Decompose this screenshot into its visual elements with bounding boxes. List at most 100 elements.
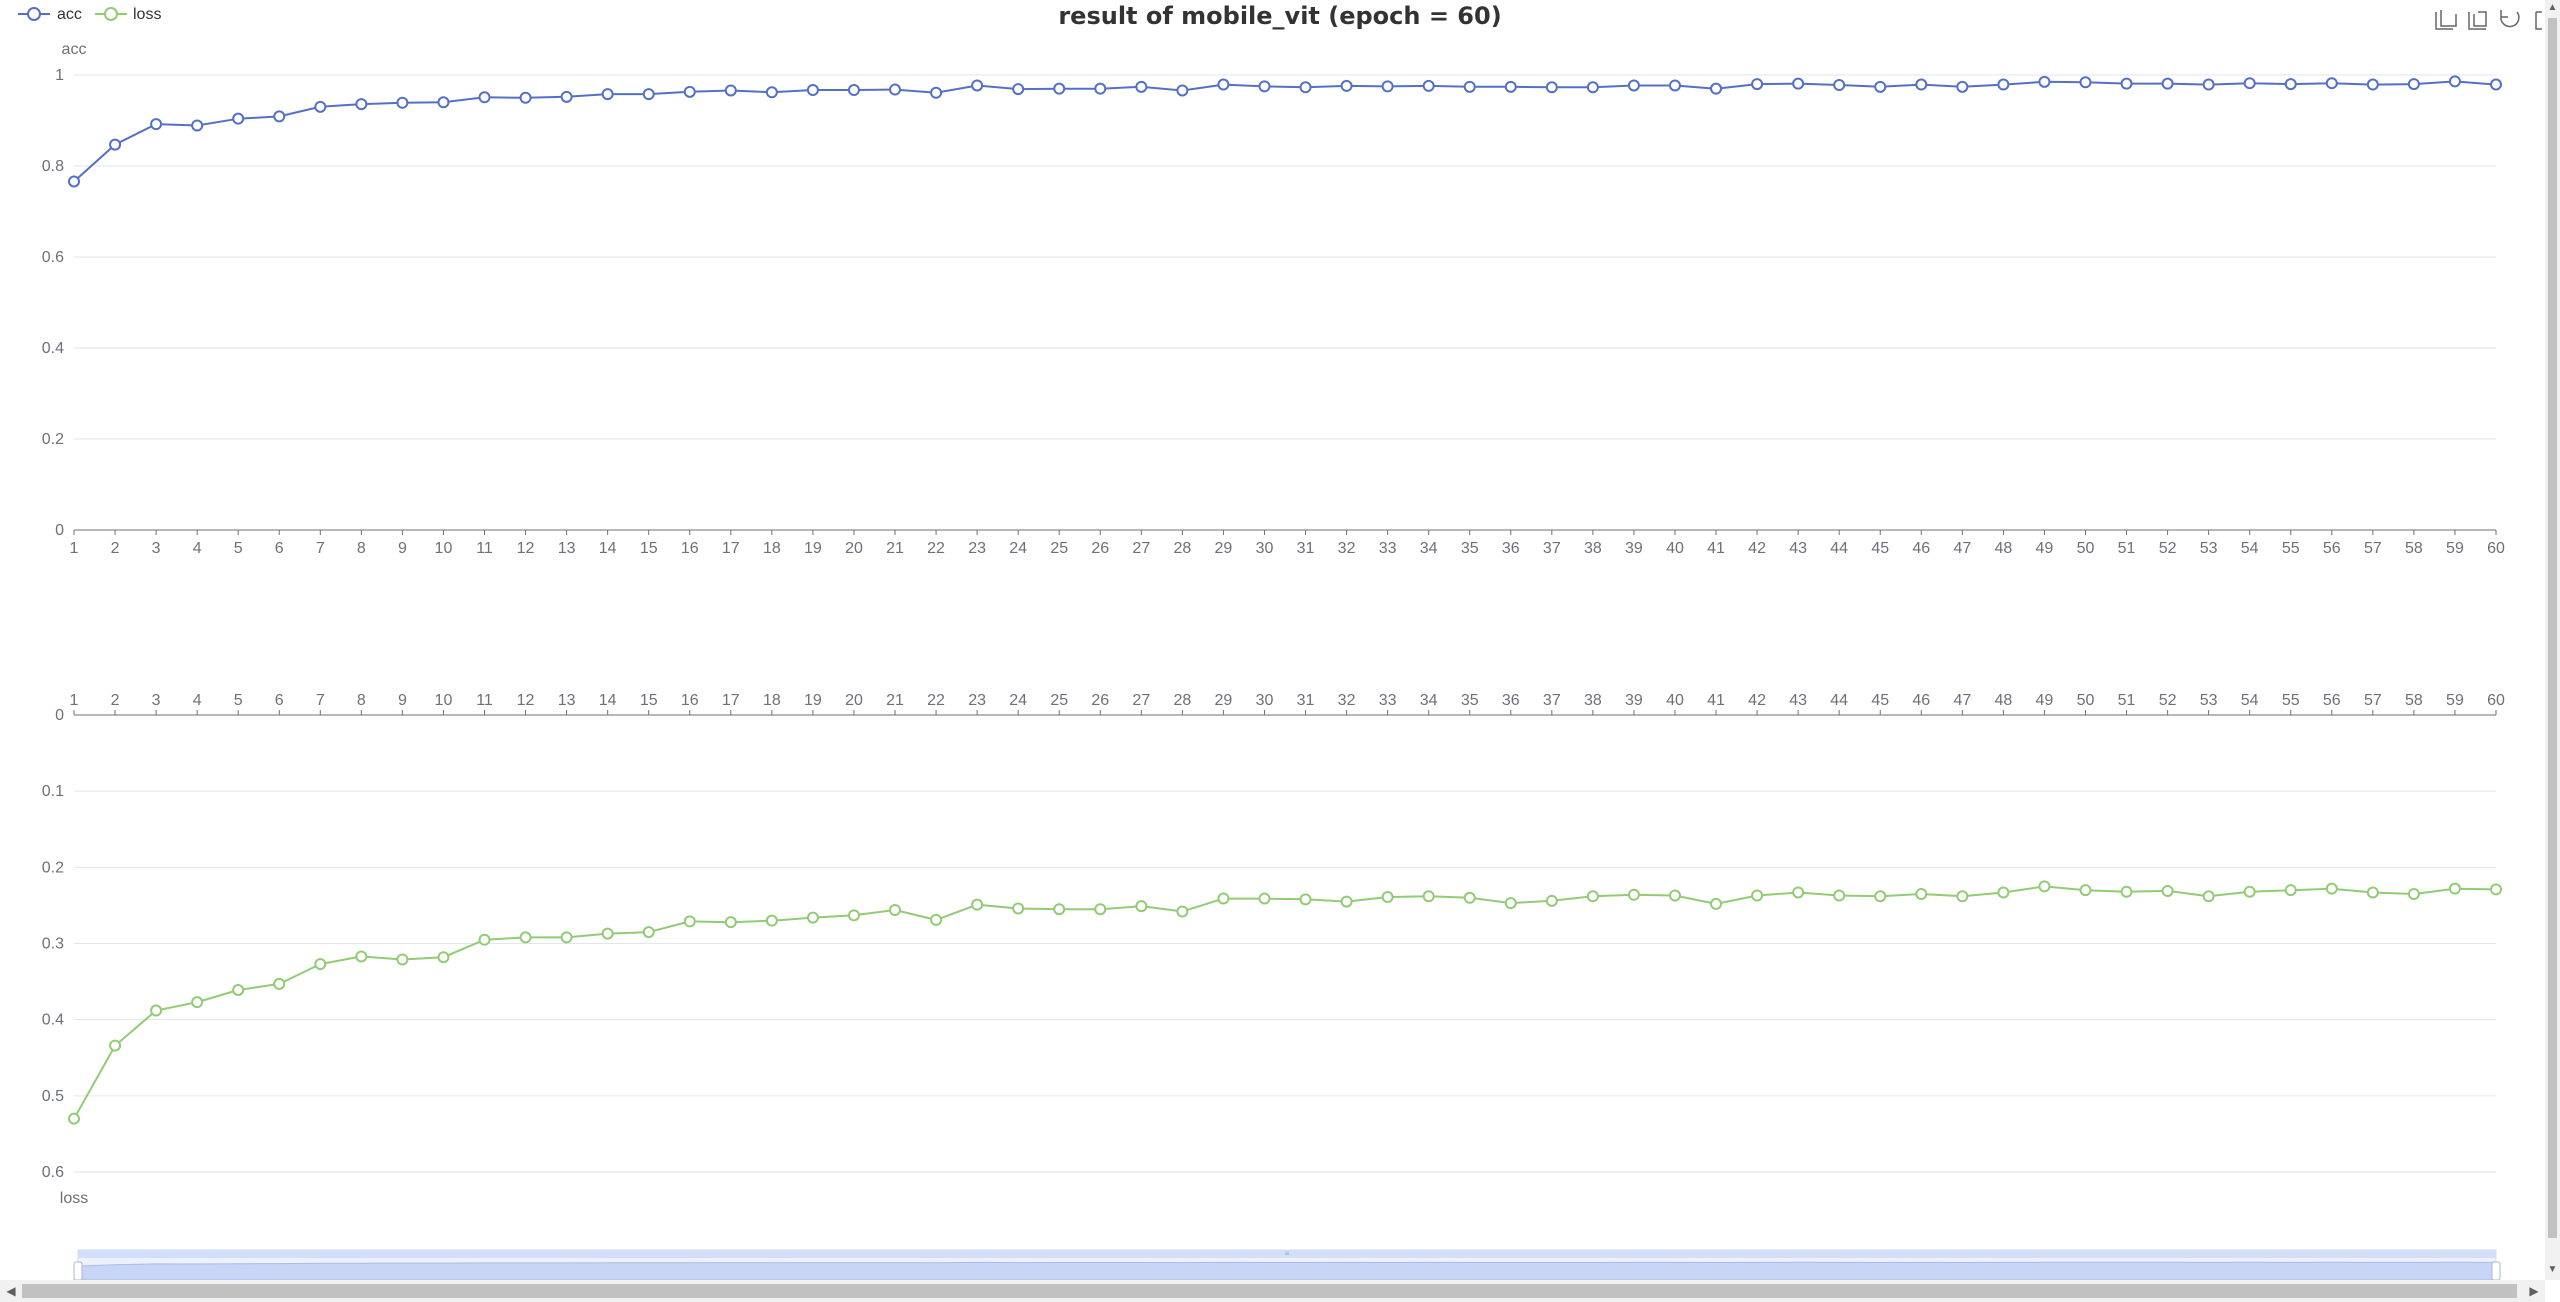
zoom-icon[interactable] (2435, 10, 2457, 30)
x-tick-label-loss-15: 15 (640, 692, 658, 709)
x-tick-label-loss-39: 39 (1625, 692, 1643, 709)
data-point-loss-5 (232, 983, 245, 996)
x-tick-label-acc-46: 46 (1912, 540, 1930, 557)
x-tick-label-acc-44: 44 (1830, 540, 1848, 557)
data-point-acc-41 (1710, 82, 1723, 95)
data-point-loss-38 (1586, 890, 1599, 903)
data-point-acc-37 (1545, 81, 1558, 94)
data-point-loss-16 (683, 915, 696, 928)
y-axis-loss: 0 0.1 0.2 0.3 0.4 0.5 0.6 (42, 707, 64, 1181)
x-tick-label-loss-44: 44 (1830, 692, 1848, 709)
x-tick-label-acc-8: 8 (357, 540, 366, 557)
save-image-icon[interactable] (2535, 11, 2542, 30)
y-axis-acc: 0 0.2 0.4 0.6 0.8 1 (42, 67, 64, 539)
x-tick-label-loss-4: 4 (193, 692, 202, 709)
x-tick-label-loss-28: 28 (1173, 692, 1191, 709)
x-tick-label-acc-50: 50 (2077, 540, 2095, 557)
vertical-scrollbar[interactable]: ▲ ▼ (2545, 0, 2560, 1280)
data-point-acc-2 (109, 138, 122, 151)
legend-loss-symbol (104, 7, 118, 21)
datazoom-grip-icon: ≡ (1285, 1249, 1290, 1258)
y-tick-label-acc-4: 0.8 (42, 158, 64, 175)
y-tick-label-acc-5: 1 (55, 67, 64, 84)
x-tick-label-acc-58: 58 (2405, 540, 2423, 557)
x-tick-label-loss-58: 58 (2405, 692, 2423, 709)
data-point-acc-24 (1012, 83, 1025, 96)
data-point-loss-53 (2202, 890, 2215, 903)
x-tick-label-acc-42: 42 (1748, 540, 1766, 557)
data-point-acc-4 (191, 119, 204, 132)
y-tick-label-acc-0: 0 (55, 522, 64, 539)
data-point-acc-45 (1874, 80, 1887, 93)
x-tick-label-loss-37: 37 (1543, 692, 1561, 709)
data-point-loss-52 (2161, 884, 2174, 897)
x-tick-label-acc-3: 3 (152, 540, 161, 557)
x-tick-label-acc-32: 32 (1338, 540, 1356, 557)
x-tick-label-acc-12: 12 (517, 540, 535, 557)
toolbox[interactable] (2435, 10, 2542, 30)
data-point-loss-24 (1012, 902, 1025, 915)
y-tick-label-acc-1: 0.2 (42, 431, 64, 448)
data-point-loss-37 (1545, 894, 1558, 907)
datazoom-handle-start[interactable] (73, 1261, 83, 1280)
data-point-acc-44 (1833, 79, 1846, 92)
x-tick-label-acc-20: 20 (845, 540, 863, 557)
data-point-loss-34 (1422, 890, 1435, 903)
data-point-loss-36 (1504, 897, 1517, 910)
x-tick-label-loss-43: 43 (1789, 692, 1807, 709)
datazoom-move-handle[interactable] (78, 1250, 2496, 1258)
data-point-loss-28 (1176, 905, 1189, 918)
data-point-loss-32 (1340, 895, 1353, 908)
legend[interactable]: acc loss (18, 6, 161, 23)
x-tick-label-acc-11: 11 (476, 540, 493, 557)
data-point-acc-14 (601, 88, 614, 101)
data-point-loss-43 (1792, 886, 1805, 899)
x-tick-label-loss-36: 36 (1502, 692, 1520, 709)
y-tick-label-acc-3: 0.6 (42, 249, 64, 266)
data-point-loss-57 (2366, 886, 2379, 899)
legend-item-loss[interactable]: loss (95, 6, 161, 23)
datazoom-slider[interactable]: ≡ (73, 1249, 2501, 1280)
y-tick-label-loss-4: 0.4 (42, 1012, 64, 1029)
horizontal-scrollbar[interactable]: ◀ ▶ (0, 1280, 2545, 1302)
data-point-loss-58 (2407, 887, 2420, 900)
data-point-acc-32 (1340, 79, 1353, 92)
scroll-up-icon[interactable]: ▲ (2547, 2, 2558, 13)
data-point-acc-31 (1299, 81, 1312, 94)
data-point-acc-19 (806, 84, 819, 97)
x-tick-label-loss-45: 45 (1871, 692, 1889, 709)
x-tick-label-acc-35: 35 (1461, 540, 1479, 557)
data-point-loss-42 (1751, 889, 1764, 902)
x-tick-label-acc-45: 45 (1871, 540, 1889, 557)
data-point-loss-17 (724, 916, 737, 929)
horizontal-scroll-thumb[interactable] (22, 1284, 2517, 1298)
x-tick-label-loss-32: 32 (1338, 692, 1356, 709)
data-point-acc-25 (1053, 82, 1066, 95)
x-tick-label-loss-13: 13 (558, 692, 576, 709)
data-point-acc-8 (355, 98, 368, 111)
scroll-down-icon[interactable]: ▼ (2547, 1264, 2558, 1275)
x-tick-label-loss-5: 5 (234, 692, 243, 709)
data-point-acc-48 (1997, 78, 2010, 91)
x-tick-label-loss-35: 35 (1461, 692, 1479, 709)
data-point-loss-56 (2325, 882, 2338, 895)
data-point-acc-9 (396, 96, 409, 109)
scroll-right-icon[interactable]: ▶ (2529, 1284, 2539, 1298)
vertical-scroll-thumb[interactable] (2548, 18, 2557, 1238)
datazoom-handle-end[interactable] (2491, 1261, 2501, 1280)
x-tick-label-acc-29: 29 (1215, 540, 1233, 557)
x-tick-label-acc-27: 27 (1132, 540, 1150, 557)
scroll-left-icon[interactable]: ◀ (6, 1284, 16, 1298)
data-point-loss-44 (1833, 889, 1846, 902)
restore-icon[interactable] (2500, 10, 2520, 28)
data-point-loss-41 (1710, 897, 1723, 910)
data-point-acc-55 (2284, 78, 2297, 91)
zoom-reset-icon[interactable] (2468, 11, 2487, 30)
x-tick-label-acc-54: 54 (2241, 540, 2259, 557)
x-tick-label-acc-47: 47 (1953, 540, 1971, 557)
x-tick-label-acc-59: 59 (2446, 540, 2464, 557)
legend-item-acc[interactable]: acc (18, 6, 82, 23)
x-tick-label-loss-33: 33 (1379, 692, 1397, 709)
x-tick-label-acc-39: 39 (1625, 540, 1643, 557)
x-tick-label-acc-13: 13 (558, 540, 576, 557)
